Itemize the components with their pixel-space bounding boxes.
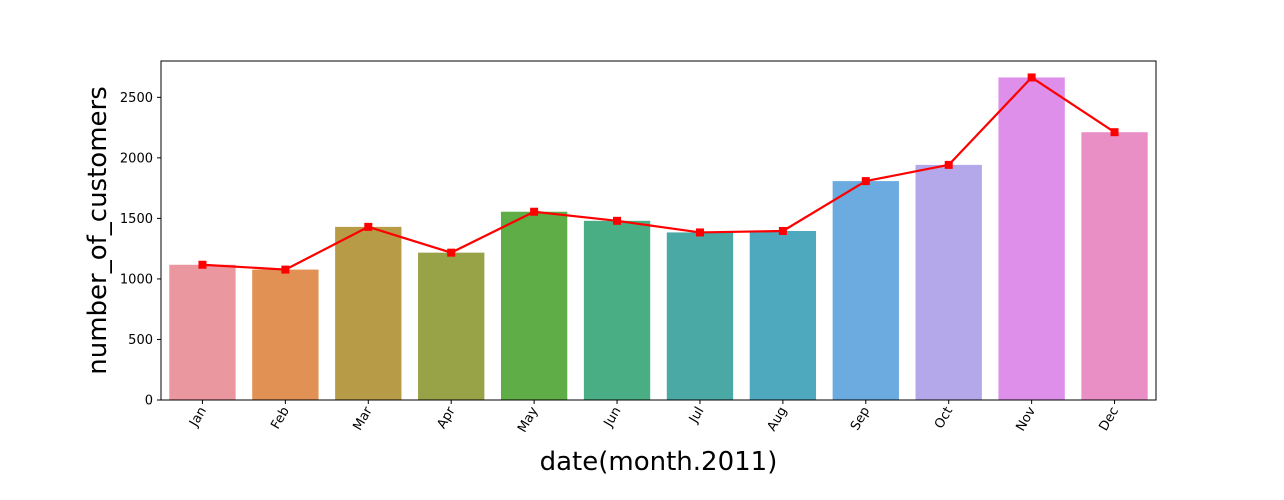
plot-area-frame (160, 60, 1157, 401)
bar-sep (832, 181, 899, 400)
y-tick-label: 2500 (120, 91, 153, 106)
x-tick-label: Aug (765, 405, 791, 434)
x-tick-label: Apr (434, 404, 459, 432)
y-tick-label: 1000 (120, 272, 153, 287)
trend-marker-nov (1027, 73, 1036, 82)
bar-may (500, 211, 568, 400)
y-axis-ticks: 0 500 1000 1500 2000 2500 (120, 91, 161, 409)
bar-jan (169, 264, 236, 400)
bars (169, 77, 1148, 401)
line-overlay (198, 73, 1119, 274)
x-tick-label: Mar (350, 404, 376, 433)
y-tick-label: 1500 (120, 212, 153, 227)
bar-oct (915, 164, 982, 400)
trend-marker-aug (778, 226, 787, 235)
x-axis-ticks: Jan Feb Mar Apr May Jun Jul Aug Sep Oct Nov Dec (186, 400, 1122, 435)
bar-mar (335, 226, 402, 400)
bar-jul (666, 232, 734, 400)
trend-marker-oct (944, 160, 953, 169)
y-tick-label: 2000 (120, 151, 153, 166)
x-tick-label: Feb (268, 405, 293, 432)
trend-marker-jun (613, 216, 622, 225)
trend-marker-sep (861, 177, 870, 186)
trend-marker-apr (447, 248, 456, 257)
y-tick-label: 0 (145, 394, 153, 409)
trend-marker-jul (695, 228, 704, 237)
trend-marker-feb (281, 265, 290, 274)
bar-dec (1081, 132, 1148, 400)
bar-jun (583, 220, 651, 400)
y-axis-label: number_of_customers (83, 86, 113, 375)
bar-aug (749, 230, 817, 400)
bar-feb (252, 269, 319, 400)
x-tick-label: Jan (186, 405, 210, 431)
trend-marker-jan (198, 260, 207, 269)
trend-marker-mar (364, 222, 373, 231)
x-tick-label: May (515, 404, 542, 435)
trend-marker-dec (1110, 128, 1119, 137)
x-tick-label: Sep (848, 405, 873, 434)
x-tick-label: Oct (932, 405, 956, 432)
y-tick-label: 500 (128, 333, 153, 348)
x-axis-label: date(month.2011) (540, 447, 778, 477)
bar-apr (418, 252, 485, 400)
bar-nov (998, 77, 1065, 401)
trend-marker-may (530, 207, 539, 216)
x-tick-label: Jul (686, 405, 707, 427)
x-tick-label: Jun (601, 405, 625, 431)
x-tick-label: Nov (1013, 404, 1039, 434)
x-tick-label: Dec (1096, 405, 1122, 434)
trend-line (202, 76, 1116, 271)
